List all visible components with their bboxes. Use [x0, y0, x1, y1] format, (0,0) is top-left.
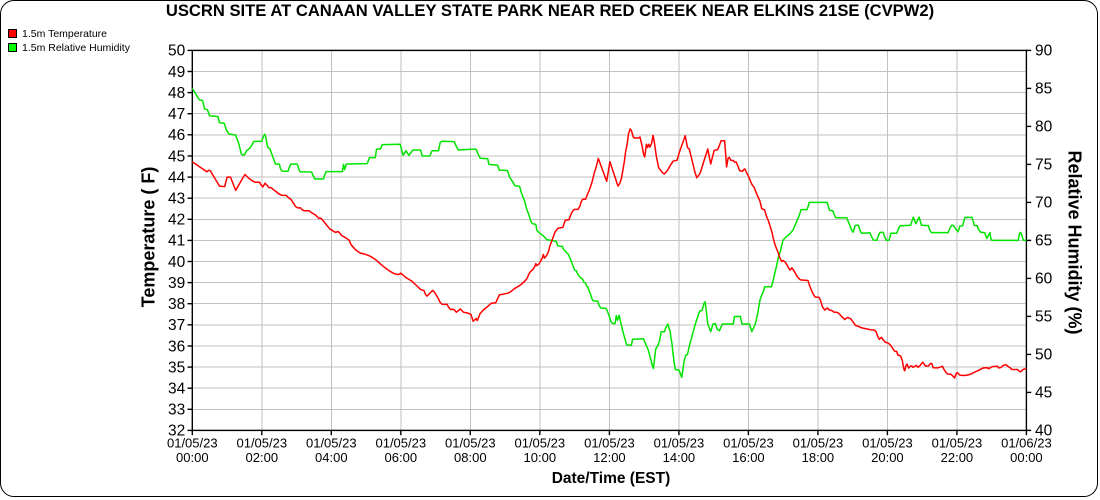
svg-text:32: 32 — [168, 423, 185, 440]
svg-text:80: 80 — [1035, 119, 1053, 136]
svg-text:20:00: 20:00 — [871, 450, 904, 465]
svg-text:44: 44 — [168, 169, 186, 186]
svg-text:40: 40 — [1035, 423, 1053, 440]
svg-text:02:00: 02:00 — [246, 450, 279, 465]
svg-text:01/05/23: 01/05/23 — [793, 436, 844, 451]
svg-text:01/05/23: 01/05/23 — [445, 436, 496, 451]
svg-text:46: 46 — [168, 127, 185, 144]
svg-text:50: 50 — [1035, 347, 1053, 364]
svg-text:90: 90 — [1035, 43, 1053, 60]
svg-text:04:00: 04:00 — [315, 450, 348, 465]
svg-text:60: 60 — [1035, 271, 1053, 288]
svg-text:08:00: 08:00 — [454, 450, 487, 465]
svg-text:01/05/23: 01/05/23 — [167, 436, 218, 451]
svg-text:55: 55 — [1035, 309, 1052, 326]
svg-text:47: 47 — [168, 106, 185, 123]
svg-text:00:00: 00:00 — [1010, 450, 1043, 465]
svg-text:10:00: 10:00 — [524, 450, 557, 465]
svg-text:39: 39 — [168, 275, 185, 292]
svg-text:49: 49 — [168, 64, 185, 81]
svg-text:50: 50 — [168, 43, 186, 60]
svg-text:37: 37 — [168, 317, 185, 334]
svg-text:48: 48 — [168, 85, 185, 102]
svg-text:06:00: 06:00 — [385, 450, 418, 465]
svg-text:01/05/23: 01/05/23 — [862, 436, 913, 451]
svg-text:45: 45 — [1035, 385, 1052, 402]
svg-text:01/05/23: 01/05/23 — [723, 436, 774, 451]
svg-text:Temperature ( F): Temperature ( F) — [139, 167, 159, 308]
svg-text:85: 85 — [1035, 81, 1052, 98]
svg-text:18:00: 18:00 — [802, 450, 835, 465]
svg-text:70: 70 — [1035, 195, 1053, 212]
svg-text:01/05/23: 01/05/23 — [654, 436, 705, 451]
svg-text:01/05/23: 01/05/23 — [375, 436, 426, 451]
svg-text:Relative Humidity (%): Relative Humidity (%) — [1065, 150, 1085, 334]
svg-text:34: 34 — [168, 381, 186, 398]
svg-text:Date/Time (EST): Date/Time (EST) — [552, 470, 671, 487]
svg-text:75: 75 — [1035, 157, 1052, 174]
svg-text:41: 41 — [168, 233, 185, 250]
svg-text:42: 42 — [168, 212, 185, 229]
svg-text:01/05/23: 01/05/23 — [932, 436, 983, 451]
svg-text:16:00: 16:00 — [732, 450, 765, 465]
svg-text:45: 45 — [168, 148, 185, 165]
svg-text:35: 35 — [168, 359, 185, 376]
svg-text:33: 33 — [168, 402, 185, 419]
svg-text:14:00: 14:00 — [663, 450, 696, 465]
svg-text:38: 38 — [168, 296, 185, 313]
svg-text:12:00: 12:00 — [593, 450, 626, 465]
svg-text:40: 40 — [168, 254, 186, 271]
svg-text:01/05/23: 01/05/23 — [306, 436, 357, 451]
svg-text:36: 36 — [168, 338, 185, 355]
svg-text:65: 65 — [1035, 233, 1052, 250]
svg-text:00:00: 00:00 — [176, 450, 209, 465]
svg-text:01/05/23: 01/05/23 — [514, 436, 565, 451]
svg-text:01/06/23: 01/06/23 — [1001, 436, 1052, 451]
svg-text:43: 43 — [168, 191, 185, 208]
svg-text:22:00: 22:00 — [941, 450, 974, 465]
svg-text:01/05/23: 01/05/23 — [584, 436, 635, 451]
svg-text:01/05/23: 01/05/23 — [236, 436, 287, 451]
